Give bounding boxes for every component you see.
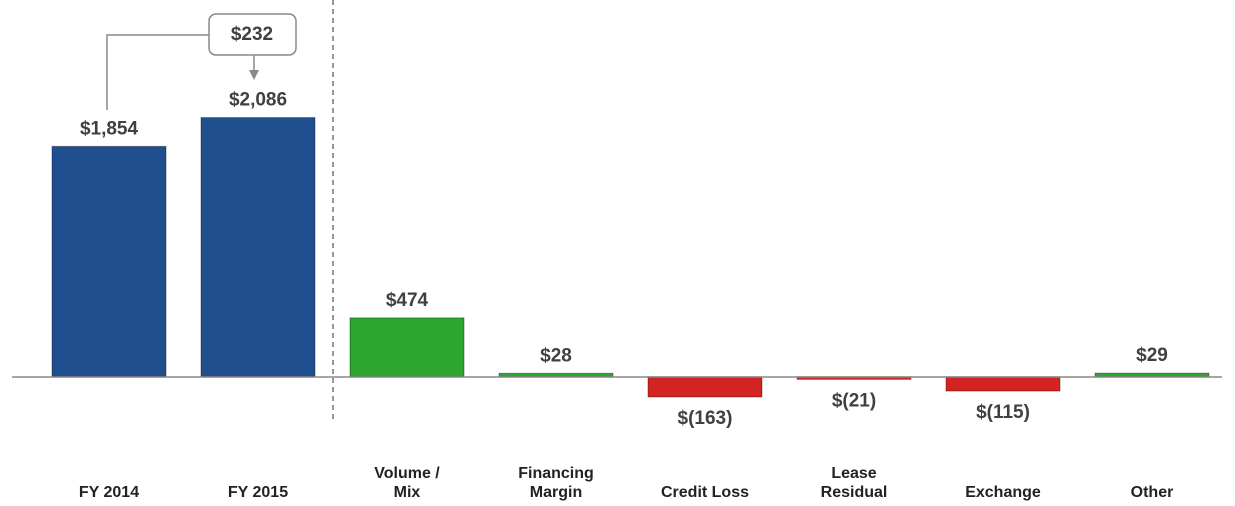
x-tick-label: Lease Residual — [820, 465, 888, 501]
annotation-box — [208, 13, 297, 56]
value-label: $29 — [1136, 345, 1168, 366]
bar — [200, 117, 316, 378]
value-label: $2,086 — [229, 90, 287, 111]
value-label: $(21) — [832, 390, 876, 411]
x-tick-label: FY 2015 — [227, 484, 289, 501]
x-tick-label: Exchange — [965, 484, 1041, 501]
value-label: $(163) — [678, 408, 733, 429]
value-label: $1,854 — [80, 118, 139, 139]
bar — [647, 376, 763, 398]
arrow-head — [249, 70, 259, 80]
bar — [498, 372, 614, 378]
x-tick-label: Volume / Mix — [374, 465, 440, 501]
bar — [945, 376, 1061, 392]
bar — [1094, 372, 1210, 378]
x-tick-label: FY 2014 — [78, 484, 140, 501]
annotation: $232 — [231, 24, 273, 45]
value-label: $28 — [540, 345, 572, 366]
value-label: $474 — [386, 290, 429, 311]
x-tick-label: Other — [1130, 484, 1174, 501]
bar — [51, 145, 167, 378]
x-tick-label: Credit Loss — [660, 484, 749, 501]
value-label: $(115) — [976, 402, 1030, 423]
x-tick-label: Financing Margin — [518, 465, 594, 501]
bar — [349, 317, 465, 378]
connector — [106, 34, 209, 110]
